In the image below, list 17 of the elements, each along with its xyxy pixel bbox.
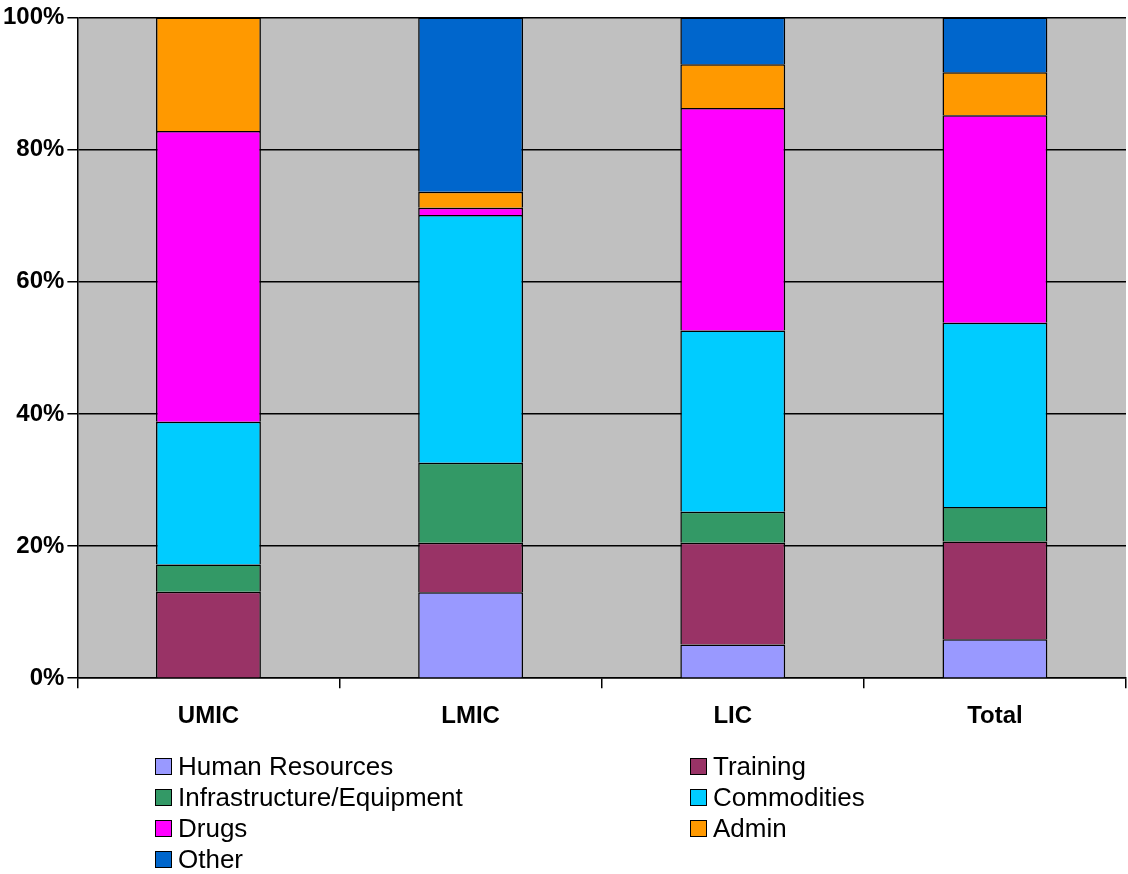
x-tick-label: UMIC xyxy=(177,701,240,729)
legend-label: Other xyxy=(178,844,244,874)
y-tick-label: 100% xyxy=(2,2,65,30)
legend-label: Drugs xyxy=(178,813,248,844)
y-tick-label: 0% xyxy=(29,662,65,690)
legend-label: Commodities xyxy=(713,782,865,813)
legend-label: Admin xyxy=(713,813,787,844)
y-tick-label: 60% xyxy=(16,266,65,294)
y-tick-label: 80% xyxy=(16,134,65,162)
y-tick-label: 40% xyxy=(16,398,65,426)
x-tick-label: LMIC xyxy=(441,701,500,729)
x-tick-label: LIC xyxy=(713,701,753,729)
legend-label: Infrastructure/Equipment xyxy=(178,782,463,813)
legend-label: Human Resources xyxy=(178,751,394,782)
y-tick-label: 20% xyxy=(16,530,65,558)
legend-label: Training xyxy=(713,751,806,782)
x-tick-label: Total xyxy=(967,701,1023,729)
